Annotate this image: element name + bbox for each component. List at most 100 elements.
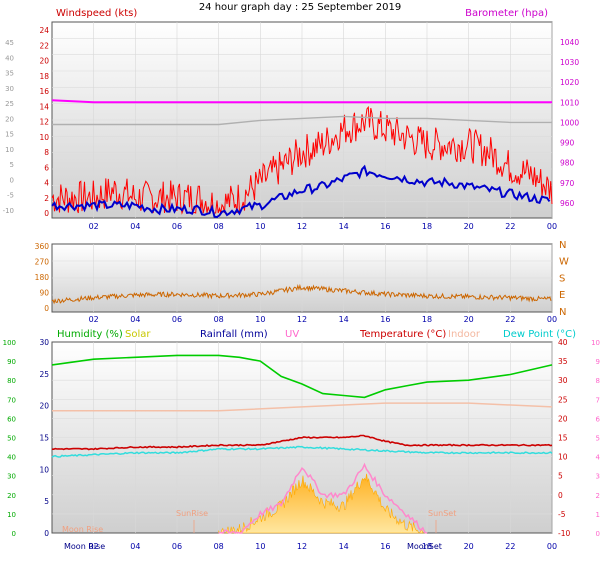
uv-y-tick: 6	[596, 415, 601, 423]
barometer-y-tick: 980	[560, 159, 575, 168]
humidity-y-tick: 100	[3, 339, 16, 347]
barometer-y-tick: 1000	[560, 118, 579, 127]
temp-header-label: Temperature (°C)	[359, 329, 446, 340]
temp-x-tick: 04	[130, 542, 140, 551]
uv-y-tick: 5	[596, 435, 600, 443]
temp-x-tick: 06	[172, 542, 182, 551]
temperature-y-tick: 15	[558, 434, 568, 443]
temperature-y-tick: -5	[558, 510, 566, 519]
wind-outer-y-tick: 5	[10, 161, 14, 169]
wind-y-tick: 24	[39, 26, 49, 35]
wind-x-tick: 04	[130, 222, 140, 231]
wind-x-tick: 22	[505, 222, 515, 231]
direction-x-tick: 08	[214, 315, 224, 324]
temp-header-label: Solar	[125, 329, 151, 340]
wind-y-tick: 18	[39, 72, 49, 81]
wind-x-tick: 08	[214, 222, 224, 231]
barometer-series	[51, 99, 552, 104]
temperature-y-tick: 40	[558, 338, 568, 347]
rainfall-y-tick: 10	[39, 465, 49, 474]
uv-y-tick: 1	[596, 511, 600, 519]
wind-x-tick: 14	[339, 222, 349, 231]
wind-x-tick: 20	[464, 222, 474, 231]
sunset-annotation: SunSet	[428, 509, 456, 518]
sunrise-annotation: SunRise	[176, 509, 208, 518]
temperature-y-tick: 25	[558, 395, 568, 404]
barometer-axis-label: Barometer (hpa)	[465, 8, 548, 19]
rainfall-y-tick: 20	[39, 402, 49, 411]
humidity-y-tick: 50	[7, 435, 16, 443]
direction-y-tick: 0	[44, 304, 49, 313]
wind-y-tick: 8	[44, 148, 49, 157]
wind-y-tick: 12	[39, 118, 49, 127]
moon-rise-axis-label: Moon Rise	[64, 542, 105, 551]
wind-axis-label: Windspeed (kts)	[56, 8, 137, 19]
wind-y-tick: 16	[39, 87, 49, 96]
temperature-series	[52, 434, 553, 451]
wind-outer-y-tick: 30	[5, 85, 14, 93]
rainfall-y-tick: 25	[39, 370, 49, 379]
direction-x-tick: 14	[339, 315, 349, 324]
direction-y-tick: 90	[39, 289, 49, 298]
humidity-y-tick: 90	[7, 358, 16, 366]
barometer-y-tick: 970	[560, 179, 575, 188]
temp-x-tick: 08	[214, 542, 224, 551]
temperature-y-tick: 10	[558, 453, 568, 462]
barometer-y-tick: 1010	[560, 98, 579, 107]
temp-x-tick: 16	[380, 542, 390, 551]
wind-y-tick: 22	[39, 41, 49, 50]
wind-x-tick: 02	[89, 222, 99, 231]
direction-y-tick: 270	[35, 258, 50, 267]
temperature-y-tick: 20	[558, 414, 568, 423]
gust-series	[52, 115, 552, 126]
humidity-y-tick: 80	[7, 377, 16, 385]
wind-direction-series	[51, 283, 552, 305]
wind-y-tick: 2	[44, 194, 49, 203]
direction-x-tick: 18	[422, 315, 432, 324]
direction-x-tick: 04	[130, 315, 140, 324]
page-title: 24 hour graph day : 25 September 2019	[199, 2, 401, 13]
wind-outer-y-tick: 45	[5, 39, 14, 47]
wind-y-tick: 14	[39, 102, 49, 111]
wind-y-tick: 6	[44, 163, 49, 172]
humidity-y-tick: 10	[7, 511, 16, 519]
dew-point-series	[51, 445, 553, 458]
temp-x-tick: 14	[339, 542, 349, 551]
indoor-series	[52, 402, 553, 412]
uv-y-tick: 4	[596, 454, 601, 462]
wind-y-tick: 10	[39, 133, 49, 142]
uv-y-tick: 7	[596, 396, 600, 404]
humidity-series	[51, 354, 553, 399]
temperature-y-tick: 0	[558, 491, 563, 500]
moon-rise-annotation: Moon Rise	[62, 525, 103, 534]
wind-x-tick: 12	[297, 222, 307, 231]
direction-x-tick: 02	[89, 315, 99, 324]
direction-x-tick: 10	[255, 315, 265, 324]
temp-x-tick: 10	[255, 542, 265, 551]
uv-series	[218, 462, 428, 534]
direction-x-tick: 22	[505, 315, 515, 324]
direction-x-tick: 00	[547, 315, 557, 324]
direction-y-tick: 360	[35, 242, 50, 251]
wind-x-tick: 00	[547, 222, 557, 231]
direction-x-tick: 06	[172, 315, 182, 324]
temp-x-tick: 18	[422, 542, 432, 551]
wind-y-tick: 4	[44, 179, 49, 188]
temp-header-label: UV	[285, 329, 299, 340]
humidity-y-tick: 20	[7, 492, 16, 500]
wind-outer-y-tick: 15	[5, 131, 14, 139]
direction-compass-label: E	[559, 290, 565, 301]
temp-x-tick: 00	[547, 542, 557, 551]
wind-outer-y-tick: 10	[5, 146, 14, 154]
temperature-y-tick: 35	[558, 357, 568, 366]
humidity-y-tick: 0	[12, 530, 16, 538]
humidity-y-tick: 30	[7, 473, 16, 481]
rainfall-y-tick: 0	[44, 529, 49, 538]
temperature-y-tick: -10	[558, 529, 570, 538]
uv-y-tick: 2	[596, 492, 600, 500]
direction-x-tick: 16	[380, 315, 390, 324]
barometer-y-tick: 960	[560, 199, 575, 208]
wind-x-tick: 06	[172, 222, 182, 231]
